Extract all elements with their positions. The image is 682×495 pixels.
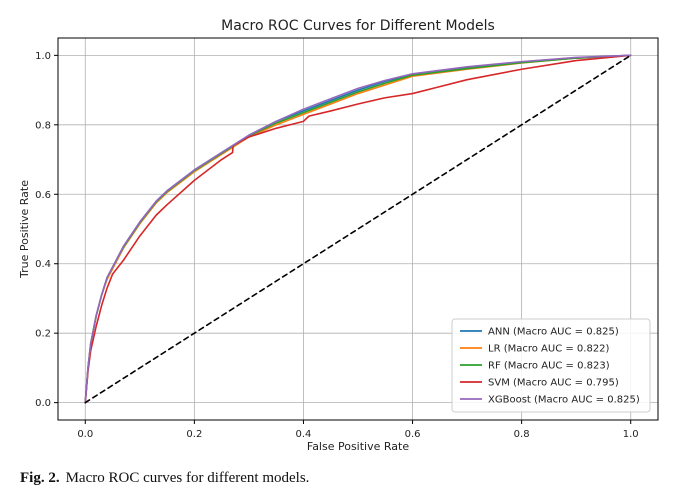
legend-label-ann: ANN (Macro AUC = 0.825)	[488, 327, 619, 338]
x-tick-label: 0.2	[186, 429, 202, 440]
figure-caption: Fig. 2. Macro ROC curves for different mo…	[20, 470, 309, 487]
x-tick-label: 0.0	[77, 429, 93, 440]
x-tick-label: 1.0	[623, 429, 639, 440]
legend: ANN (Macro AUC = 0.825) LR (Macro AUC = 0…	[451, 318, 651, 413]
legend-label-xgboost: XGBoost (Macro AUC = 0.825)	[488, 395, 640, 406]
x-tick-label: 0.4	[296, 429, 312, 440]
legend-label-rf: RF (Macro AUC = 0.823)	[488, 361, 610, 372]
y-tick-label: 0.8	[35, 120, 51, 131]
chart-title: Macro ROC Curves for Different Models	[221, 18, 495, 34]
legend-label-svm: SVM (Macro AUC = 0.795)	[488, 378, 619, 389]
x-tick-label: 0.6	[405, 429, 421, 440]
y-tick-label: 0.4	[35, 259, 51, 270]
y-tick-label: 0.6	[35, 190, 51, 201]
caption-text: Macro ROC curves for different models.	[65, 470, 310, 486]
axis-ticks: 0.0 0.2 0.4 0.6 0.8 1.0 0.0 0.2 0.4 0.6 0.8 1.0	[35, 51, 639, 440]
plot-frame	[57, 37, 659, 421]
y-tick-label: 1.0	[35, 51, 51, 62]
y-tick-label: 0.0	[35, 398, 51, 409]
chance-roc-line	[84, 54, 632, 404]
legend-box	[451, 318, 651, 413]
grid-lines	[58, 38, 658, 420]
xgboost-roc-line	[84, 54, 632, 404]
caption-label: Fig. 2.	[20, 470, 60, 486]
y-axis-label: True Positive Rate	[18, 180, 31, 279]
y-tick-label: 0.2	[35, 329, 51, 340]
svm-roc-line	[84, 54, 632, 404]
x-axis-label: False Positive Rate	[307, 440, 409, 453]
series-lines	[84, 54, 632, 404]
legend-label-lr: LR (Macro AUC = 0.822)	[488, 344, 610, 355]
x-tick-label: 0.8	[514, 429, 530, 440]
